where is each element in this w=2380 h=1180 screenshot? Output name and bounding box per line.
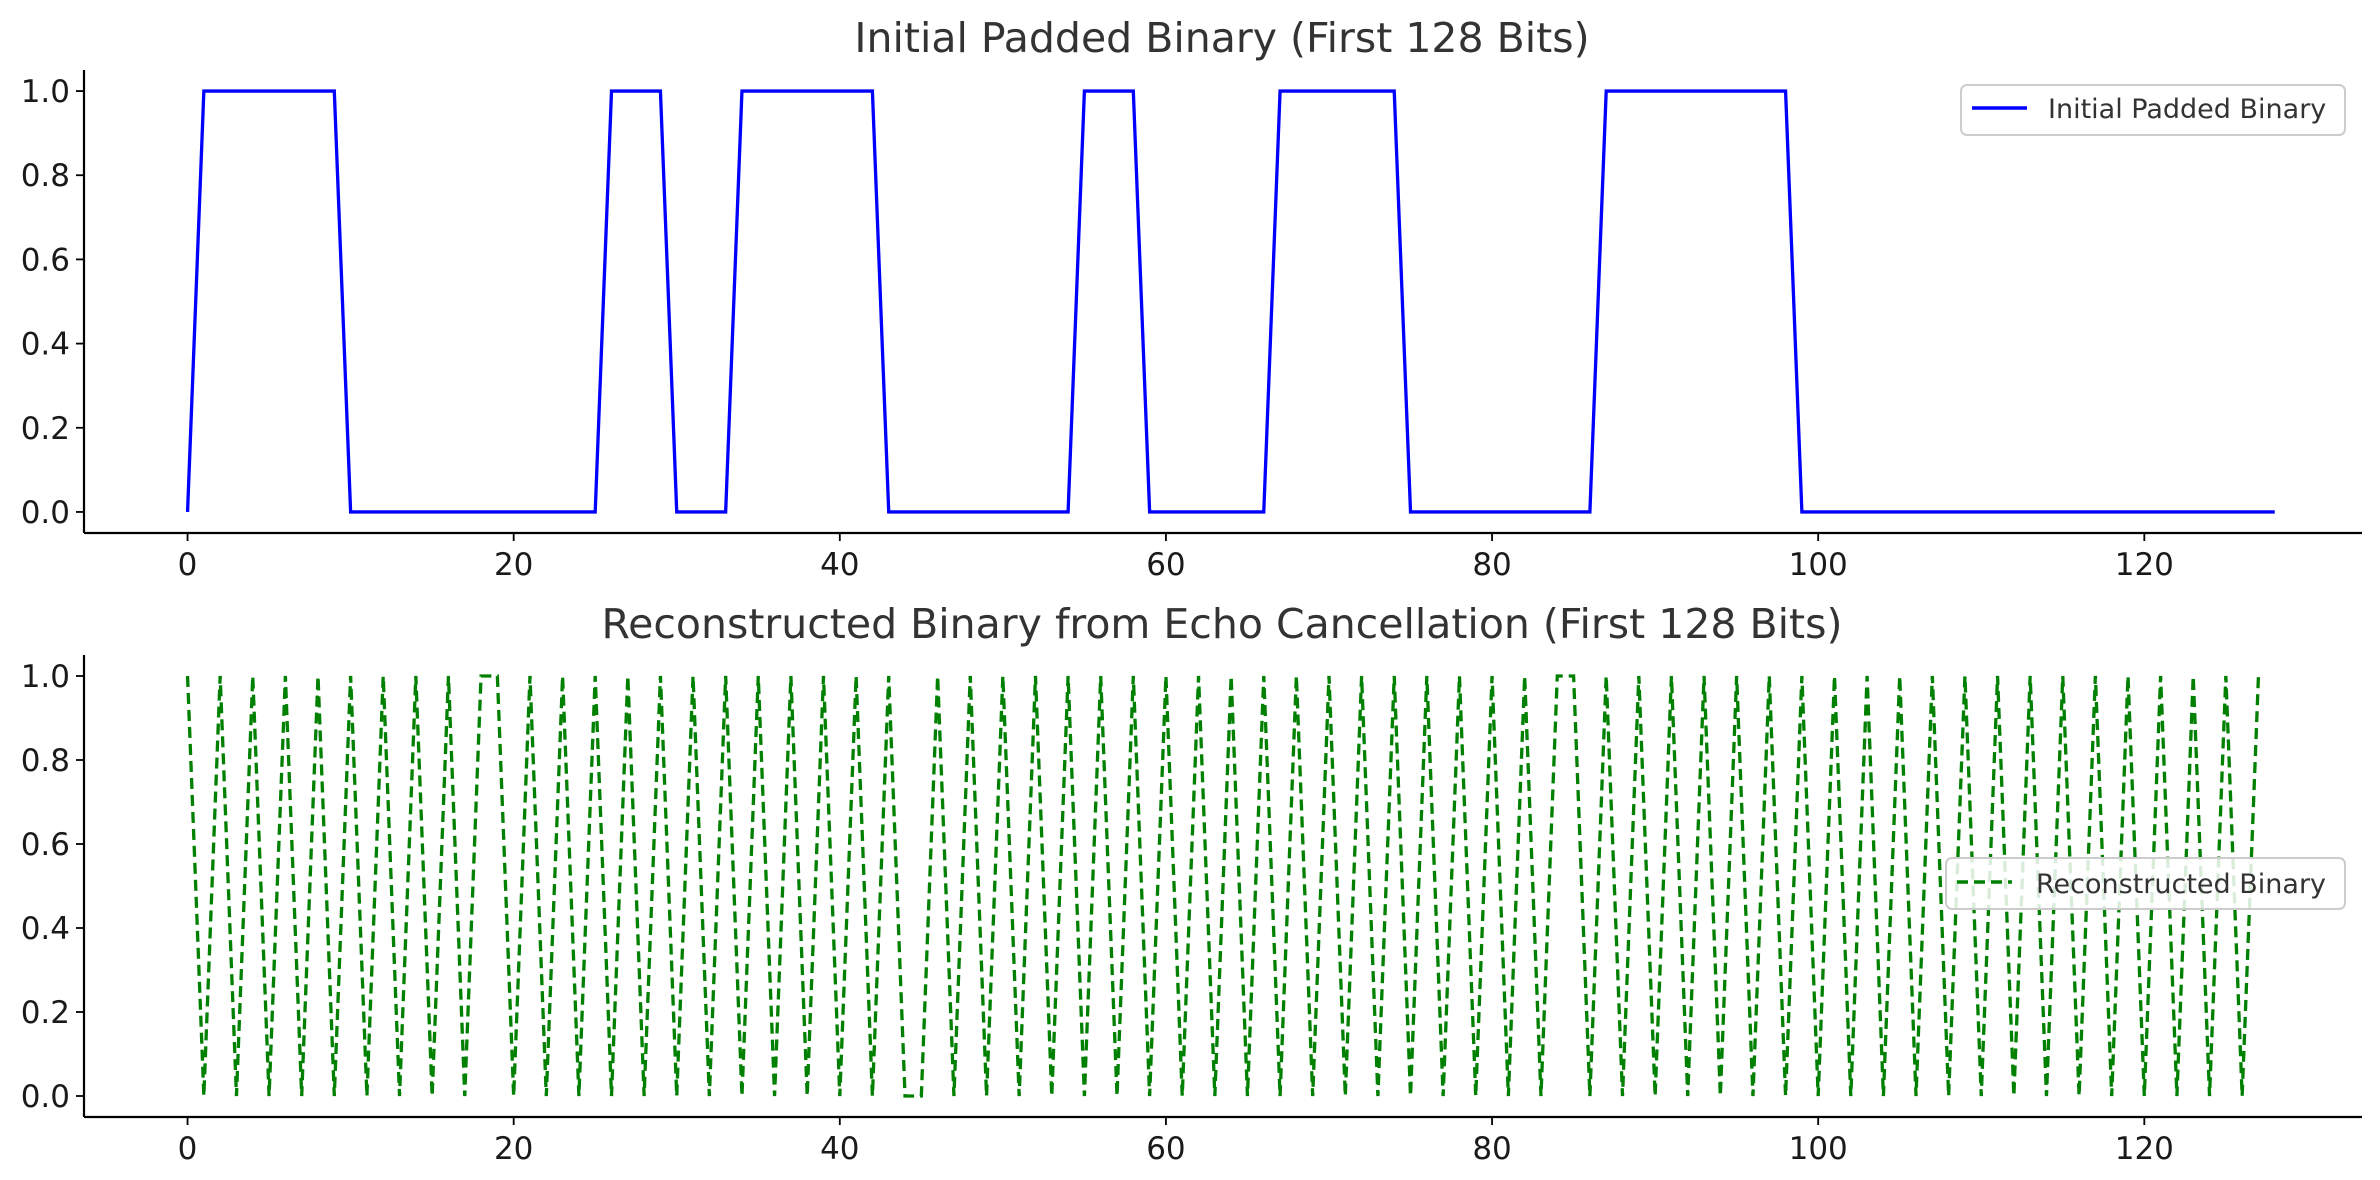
- chart-initial-padded-binary: Initial Padded Binary (First 128 Bits) 0…: [21, 14, 2362, 583]
- tick-group: 0 20 40 60 80 100 120 0.0 0.2 0.4 0.6 0.8 1.0: [21, 659, 2174, 1167]
- y-tick-label: 0.8: [21, 743, 70, 779]
- chart-title: Reconstructed Binary from Echo Cancellat…: [602, 600, 1843, 648]
- series-line-reconstructed-binary: [185, 674, 2261, 1098]
- legend-label-initial-padded-binary: Initial Padded Binary: [2048, 94, 2326, 125]
- y-tick-label: 1.0: [21, 74, 70, 110]
- x-tick-label: 80: [1472, 547, 1511, 583]
- x-tick-label: 0: [178, 547, 198, 583]
- series-line-initial-padded-binary: [185, 89, 2275, 514]
- series-group: [185, 674, 2261, 1098]
- y-tick-label: 0.0: [21, 1079, 70, 1115]
- chart-reconstructed-binary: Reconstructed Binary from Echo Cancellat…: [21, 600, 2362, 1167]
- tick-group: 0 20 40 60 80 100 120 0.0 0.2 0.4 0.6 0.8 1.0: [21, 74, 2174, 583]
- x-tick-label: 0: [178, 1131, 198, 1167]
- x-tick-label: 80: [1472, 1131, 1511, 1167]
- x-tick-label: 40: [820, 1131, 859, 1167]
- legend-box: [1945, 857, 2346, 910]
- y-tick-label: 0.8: [21, 158, 70, 194]
- series-group: [185, 89, 2275, 514]
- x-tick-label: 20: [494, 1131, 533, 1167]
- x-tick-label: 20: [494, 547, 533, 583]
- legend: Initial Padded Binary: [1960, 84, 2346, 136]
- x-tick-label: 60: [1146, 547, 1185, 583]
- y-tick-label: 0.2: [21, 995, 70, 1031]
- x-tick-label: 120: [2115, 1131, 2174, 1167]
- x-tick-label: 120: [2115, 547, 2174, 583]
- x-tick-label: 100: [1789, 1131, 1848, 1167]
- legend-box: [1960, 84, 2346, 136]
- x-tick-label: 100: [1789, 547, 1848, 583]
- legend: Reconstructed Binary: [1945, 857, 2346, 910]
- legend-label-reconstructed-binary: Reconstructed Binary: [2036, 869, 2326, 900]
- y-tick-label: 0.4: [21, 327, 70, 363]
- y-tick-label: 1.0: [21, 659, 70, 695]
- x-tick-label: 60: [1146, 1131, 1185, 1167]
- y-tick-label: 0.6: [21, 242, 70, 278]
- y-tick-label: 0.0: [21, 495, 70, 531]
- y-tick-label: 0.4: [21, 911, 70, 947]
- y-tick-label: 0.6: [21, 827, 70, 863]
- chart-title: Initial Padded Binary (First 128 Bits): [854, 14, 1589, 62]
- y-tick-label: 0.2: [21, 411, 70, 447]
- x-tick-label: 40: [820, 547, 859, 583]
